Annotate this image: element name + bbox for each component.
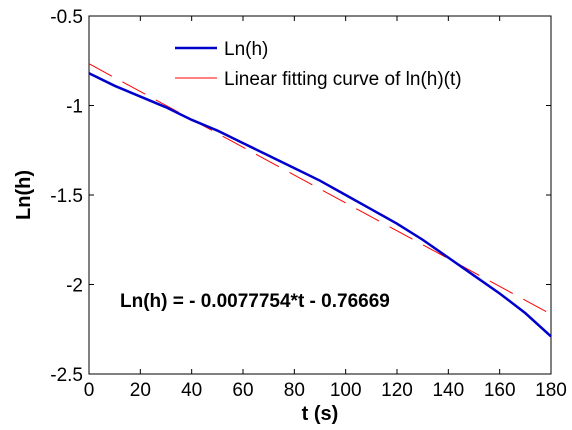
x-tick-label: 60 [232, 380, 253, 401]
y-tick-label: -2 [66, 276, 83, 297]
plot-area: 0 20 40 60 80 100 120 140 160 180 -2.5 -2 -1.5 -1 -0.5 [50, 7, 567, 401]
legend: Ln(h) Linear fitting curve of ln(h)(t) [175, 39, 462, 90]
x-tick-label: 20 [130, 380, 151, 401]
x-tick-label: 80 [284, 380, 305, 401]
series-line-linear-fit [88, 63, 552, 315]
x-tick-label: 140 [432, 380, 464, 401]
x-axis-label: t (s) [302, 403, 339, 425]
plot-frame [88, 15, 552, 375]
y-tick-label: -0.5 [50, 7, 83, 28]
y-axis-label: Ln(h) [13, 170, 35, 220]
fit-equation-annotation: Ln(h) = - 0.0077754*t - 0.76669 [120, 291, 390, 312]
x-tick-label: 180 [535, 380, 567, 401]
series-layer [88, 63, 552, 338]
legend-label-ln-h: Ln(h) [224, 39, 268, 60]
x-tick-label: 40 [181, 380, 202, 401]
y-tick-label: -2.5 [50, 365, 83, 386]
x-tick-label: 160 [484, 380, 516, 401]
y-tick-label: -1 [66, 97, 83, 118]
tick-layer: 0 20 40 60 80 100 120 140 160 180 -2.5 -2 -1.5 -1 -0.5 [50, 7, 567, 401]
series-line-ln-h [88, 72, 552, 338]
y-tick-label: -1.5 [50, 186, 83, 207]
x-tick-label: 120 [381, 380, 413, 401]
legend-label-linear-fit: Linear fitting curve of ln(h)(t) [224, 69, 462, 90]
x-tick-label: 100 [330, 380, 362, 401]
x-tick-label: 0 [84, 380, 95, 401]
